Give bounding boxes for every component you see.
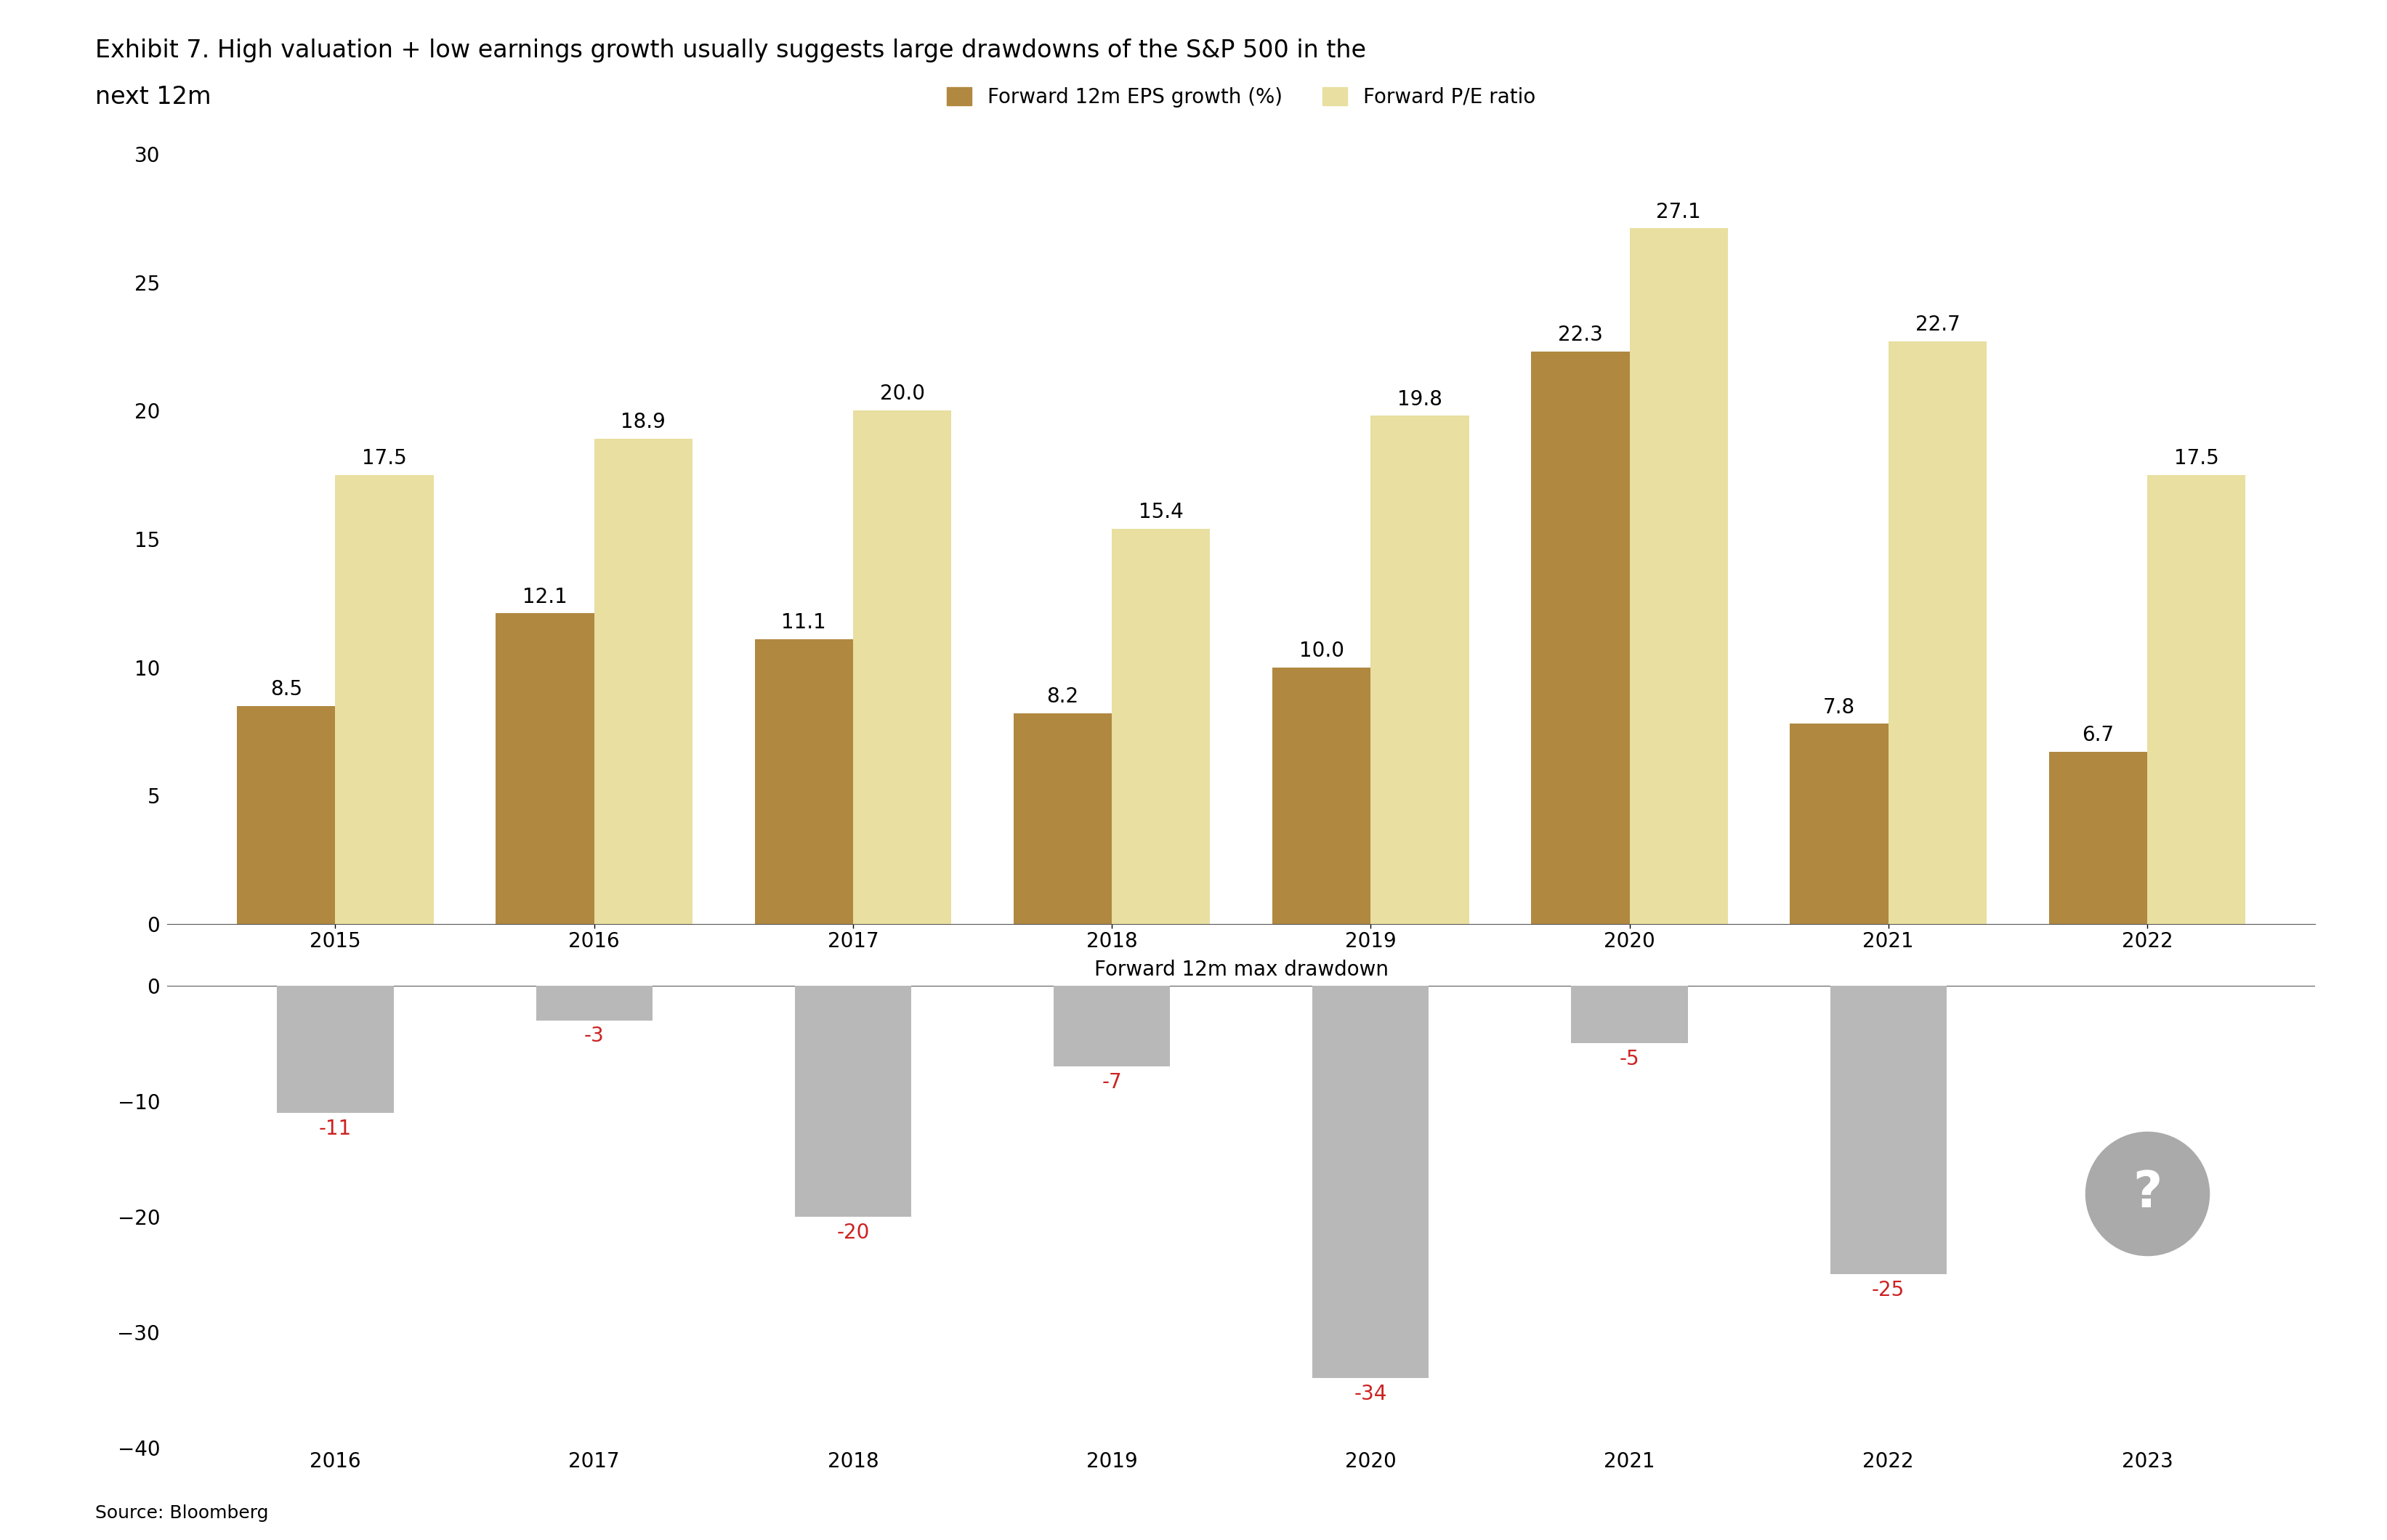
Text: 15.4: 15.4 [1139,502,1184,522]
Text: Exhibit 7. High valuation + low earnings growth usually suggests large drawdowns: Exhibit 7. High valuation + low earnings… [95,38,1365,63]
Legend: Forward 12m EPS growth (%), Forward P/E ratio: Forward 12m EPS growth (%), Forward P/E … [948,88,1535,108]
Bar [754,639,852,924]
Bar [1313,986,1430,1378]
Text: -3: -3 [585,1026,604,1046]
Text: 8.2: 8.2 [1046,687,1079,707]
Text: 22.3: 22.3 [1559,325,1602,345]
Point [2129,1181,2167,1206]
Text: 20.0: 20.0 [881,383,924,403]
Bar [2148,474,2246,924]
Bar [1112,528,1210,924]
Text: ?: ? [2132,1169,2163,1218]
Bar [795,986,912,1217]
Bar [277,986,394,1112]
Bar [2048,752,2148,924]
Bar [1790,724,1888,924]
Text: 27.1: 27.1 [1657,202,1702,222]
Text: 12.1: 12.1 [523,587,568,607]
Text: 11.1: 11.1 [781,613,826,633]
Text: 8.5: 8.5 [270,679,303,699]
Text: -5: -5 [1618,1049,1640,1069]
Text: 17.5: 17.5 [363,448,406,468]
Text: 6.7: 6.7 [2081,725,2115,745]
Bar [334,474,434,924]
Bar [1014,713,1112,924]
Bar [1571,986,1688,1044]
Bar [236,705,334,924]
Bar [537,986,652,1019]
Bar [1530,351,1630,924]
Bar [1831,986,1945,1275]
Bar [1053,986,1170,1066]
Bar [1272,667,1370,924]
Text: -25: -25 [1871,1280,1905,1300]
Bar [852,411,952,924]
Bar [1888,342,1986,924]
Text: 7.8: 7.8 [1824,698,1855,718]
Text: -11: -11 [320,1118,351,1138]
Bar [1370,416,1468,924]
Bar [496,613,594,924]
Bar [594,439,692,924]
Title: Forward 12m max drawdown: Forward 12m max drawdown [1093,959,1389,979]
Text: -34: -34 [1353,1384,1387,1404]
Text: 17.5: 17.5 [2175,448,2220,468]
Text: -20: -20 [835,1223,869,1243]
Text: -7: -7 [1103,1072,1122,1092]
Text: 19.8: 19.8 [1396,390,1442,410]
Text: 18.9: 18.9 [621,413,666,433]
Text: next 12m: next 12m [95,85,212,109]
Text: 22.7: 22.7 [1914,314,1960,334]
Text: 10.0: 10.0 [1299,641,1344,661]
Bar [1630,228,1728,924]
Text: Source: Bloomberg: Source: Bloomberg [95,1505,270,1522]
